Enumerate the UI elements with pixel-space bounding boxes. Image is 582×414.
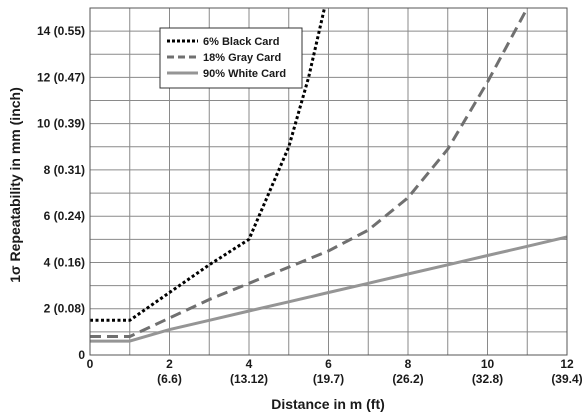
- y-tick-label: 6 (0.24): [44, 209, 85, 223]
- y-tick-label: 2 (0.08): [44, 302, 85, 316]
- legend: 6% Black Card 18% Gray Card 90% White Card: [159, 27, 303, 89]
- x-tick-sublabel: (6.6): [157, 372, 182, 386]
- x-tick-label: 10: [481, 357, 495, 371]
- x-tick-sublabel: (39.4): [551, 372, 582, 386]
- plot-frame: [89, 7, 568, 356]
- x-tick-label: 12: [560, 357, 574, 371]
- grid: [90, 8, 567, 355]
- legend-items: 6% Black Card 18% Gray Card 90% White Card: [167, 36, 286, 80]
- x-tick-sublabel: (19.7): [313, 372, 344, 386]
- x-axis-title: Distance in m (ft): [271, 396, 385, 412]
- y-axis-title: 1σ Repeatability in mm (inch): [7, 87, 23, 283]
- series-line-3: [90, 235, 567, 343]
- y-tick-label: 0: [78, 348, 85, 362]
- y-tick-label: 14 (0.55): [37, 24, 85, 38]
- x-tick-sublabel: (26.2): [392, 372, 423, 386]
- x-tick-sublabel: (32.8): [472, 372, 503, 386]
- y-tick-label: 8 (0.31): [44, 163, 85, 177]
- series-line-2: [90, 8, 529, 338]
- x-tick-label: 4: [246, 357, 253, 371]
- y-axis-ticks: 0 2 (0.08) 4 (0.16) 6 (0.24) 8 (0.31) 10 (0.3…: [37, 24, 85, 362]
- legend-label-1: 6% Black Card: [203, 36, 279, 48]
- y-tick-label: 12 (0.47): [37, 70, 85, 84]
- x-tick-label: 0: [87, 357, 94, 371]
- series-line-1: [90, 8, 326, 322]
- legend-label-3: 90% White Card: [203, 68, 286, 80]
- x-axis-ticks: 0 2(6.6) 4(13.12) 6(19.7) 8(26.2) 10(32.8) 12(…: [87, 357, 582, 386]
- x-tick-sublabel: (13.12): [230, 372, 268, 386]
- x-tick-label: 8: [405, 357, 412, 371]
- y-tick-label: 10 (0.39): [37, 117, 85, 131]
- legend-label-2: 18% Gray Card: [203, 52, 281, 64]
- x-tick-label: 6: [325, 357, 332, 371]
- x-tick-label: 2: [166, 357, 173, 371]
- y-tick-label: 4 (0.16): [44, 255, 85, 269]
- series-lines: [90, 8, 567, 343]
